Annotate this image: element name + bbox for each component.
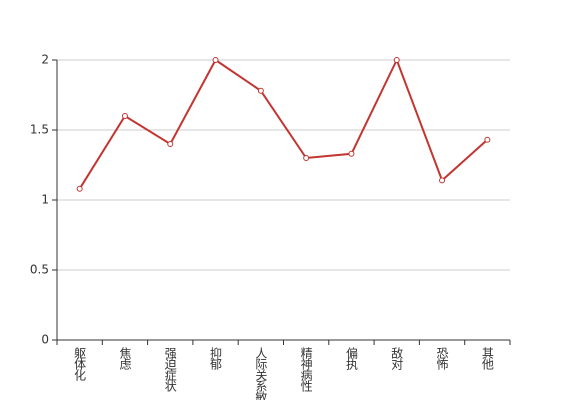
- point: [484, 136, 491, 143]
- point: [212, 57, 219, 63]
- x-tick-label: 精神病性: [299, 347, 313, 393]
- line: [78, 57, 489, 190]
- point: [167, 141, 174, 147]
- point: [121, 113, 128, 119]
- y-tick-label: 0: [41, 333, 49, 347]
- x-tick-label: 抑郁: [209, 346, 223, 371]
- point: [257, 87, 264, 94]
- x-tick-label: 躯体化: [73, 346, 87, 382]
- point: [303, 155, 310, 161]
- x-tick-label: 焦虑: [118, 347, 132, 370]
- x-tick-label: 强迫症状: [163, 347, 177, 392]
- y-tick-label: 2: [41, 53, 49, 67]
- y-tick-label: 1.5: [30, 123, 49, 137]
- point: [393, 57, 400, 63]
- y-tick-label: 0.5: [30, 263, 49, 277]
- x-tick-label: 敌对: [390, 346, 404, 370]
- x-tick-label: 偏执: [344, 346, 358, 371]
- point: [439, 177, 446, 184]
- x-tick-label: 其他: [480, 347, 494, 370]
- point: [76, 185, 83, 192]
- x-tick-label: 恐怖: [435, 347, 449, 370]
- point: [348, 150, 355, 157]
- y-tick-label: 1: [41, 193, 49, 207]
- x-tick-label: 人际关系敏感: [254, 347, 268, 400]
